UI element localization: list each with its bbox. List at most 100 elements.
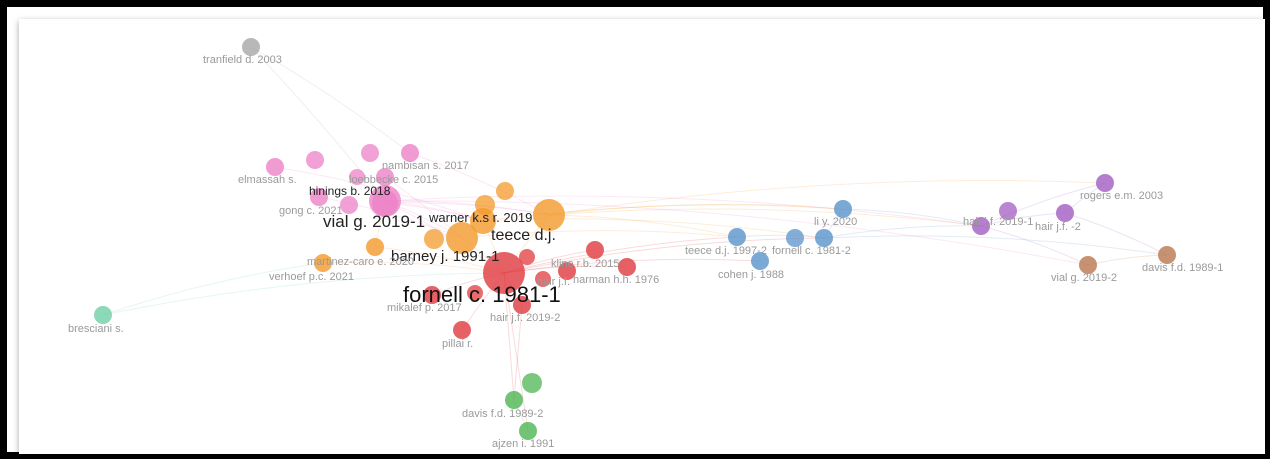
network-node-bresciani[interactable] [94, 306, 112, 324]
node-label-teece1: teece d.j. [491, 227, 556, 244]
node-label-gong: gong c. 2021 [279, 205, 343, 217]
network-node-martinez[interactable] [366, 238, 384, 256]
node-label-hairjf2: hair j.f. -2 [1035, 221, 1081, 233]
network-edge [980, 225, 1089, 266]
network-edge [842, 208, 982, 227]
network-edge [823, 225, 982, 239]
network-node-rogers[interactable] [1096, 174, 1114, 192]
network-edge [503, 236, 738, 274]
network-edge [384, 200, 550, 216]
network-node-davis1[interactable] [1158, 246, 1176, 264]
node-label-liy: li y. 2020 [814, 216, 857, 228]
network-node-unlabeled [467, 285, 483, 301]
network-node-unlabeled [519, 249, 535, 265]
network-node-hair2[interactable] [513, 296, 531, 314]
network-node-teece1[interactable] [533, 199, 565, 231]
node-label-fornell1: fornell c. 1981-1 [403, 282, 561, 307]
node-label-bresciani: bresciani s. [68, 323, 124, 335]
node-label-davis2: davis f.d. 1989-2 [462, 408, 543, 420]
network-edge [409, 152, 550, 216]
network-node-nambisan[interactable] [401, 144, 419, 162]
node-label-verhoef: verhoef p.c. 2021 [269, 271, 354, 283]
network-node-davis2[interactable] [505, 391, 523, 409]
network-node-liy[interactable] [834, 200, 852, 218]
network-edge [503, 237, 825, 274]
network-labels: tranfield d. 2003 nambisan s. 2017 elmassa… [68, 54, 1223, 450]
network-edge [548, 208, 982, 227]
node-label-fornell2: fornell c. 1981-2 [772, 245, 851, 257]
network-node-unlabeled [522, 373, 542, 393]
network-node-hair3[interactable] [972, 217, 990, 235]
network-node-mikalef[interactable] [423, 286, 441, 304]
network-edge [548, 203, 844, 216]
node-label-harman: harman h.h. 1976 [573, 274, 659, 286]
node-label-tranfield: tranfield d. 2003 [203, 54, 282, 66]
network-node-vial1[interactable] [369, 185, 401, 217]
network-edge [250, 46, 386, 202]
node-label-vial1: vial g. 2019-1 [323, 212, 425, 231]
network-edge [102, 262, 324, 316]
node-label-cohen: cohen j. 1988 [718, 269, 784, 281]
node-label-rogers: rogers e.m. 2003 [1080, 190, 1163, 202]
network-edge [823, 235, 1168, 256]
network-node-vial2[interactable] [1079, 256, 1097, 274]
network-edge [548, 179, 1106, 216]
network-node-unlabeled [349, 169, 365, 185]
node-label-loebbecke: loebbecke c. 2015 [349, 174, 438, 186]
network-edge [384, 195, 982, 227]
network-edge [102, 272, 505, 316]
network-node-hairj[interactable] [558, 262, 576, 280]
node-label-kline: kline r.b. 2015 [551, 258, 620, 270]
node-label-martinez: martinez-caro e. 2020 [307, 256, 414, 268]
node-label-vial2: vial g. 2019-2 [1051, 272, 1117, 284]
network-edge [980, 182, 1106, 227]
network-nodes [94, 38, 1176, 440]
network-edge [384, 202, 550, 216]
network-edge [548, 214, 738, 238]
node-label-hinings: hinings b. 2018 [309, 184, 391, 198]
network-canvas: tranfield d. 2003 nambisan s. 2017 elmassa… [19, 19, 1265, 454]
network-node-fornell2[interactable] [815, 229, 833, 247]
network-edge [482, 204, 844, 222]
node-label-hair3: hair j.f. 2019-1 [963, 216, 1033, 228]
network-node-unlabeled [999, 202, 1017, 220]
node-label-mikalef: mikalef p. 2017 [387, 302, 462, 314]
network-edge [1064, 212, 1168, 256]
network-node-loebbecke[interactable] [376, 168, 394, 186]
network-node-barney[interactable] [446, 222, 478, 254]
network-node-teece2[interactable] [728, 228, 746, 246]
network-node-kline[interactable] [586, 241, 604, 259]
node-label-pillai: pillai r. [442, 338, 473, 350]
network-node-unlabeled [786, 229, 804, 247]
network-node-cohen[interactable] [751, 252, 769, 270]
network-node-pillai[interactable] [453, 321, 471, 339]
network-node-elmassah[interactable] [266, 158, 284, 176]
network-node-harman[interactable] [618, 258, 636, 276]
network-node-warner[interactable] [470, 208, 496, 234]
network-node-tranfield[interactable] [242, 38, 260, 56]
network-edge [461, 230, 738, 239]
network-edge [250, 46, 411, 154]
node-label-ajzen: ajzen i. 1991 [492, 438, 554, 450]
node-label-hairj: hair j.f. [537, 276, 570, 288]
network-edge [482, 218, 825, 239]
network-node-unlabeled [424, 229, 444, 249]
node-label-teece2: teece d.j. 1997-2 [685, 245, 767, 257]
network-node-verhoef[interactable] [314, 254, 332, 272]
network-node-ajzen[interactable] [519, 422, 537, 440]
network-node-unlabeled [340, 196, 358, 214]
cocitation-network-map: tranfield d. 2003 nambisan s. 2017 elmassa… [68, 38, 1223, 450]
node-label-hair2: hair j.f. 2019-2 [490, 312, 560, 324]
network-node-hairjf2[interactable] [1056, 204, 1074, 222]
network-node-unlabeled [361, 144, 379, 162]
node-label-barney: barney j. 1991-1 [391, 248, 499, 265]
network-node-unlabeled [306, 151, 324, 169]
network-node-fornell1[interactable] [483, 252, 525, 294]
network-node-gong[interactable] [310, 188, 328, 206]
network-edges [102, 46, 1168, 432]
node-label-nambisan: nambisan s. 2017 [382, 160, 469, 172]
network-node-unlabeled [535, 271, 551, 287]
network-node-unlabeled [496, 182, 514, 200]
node-label-elmassah: elmassah s. [238, 174, 297, 186]
